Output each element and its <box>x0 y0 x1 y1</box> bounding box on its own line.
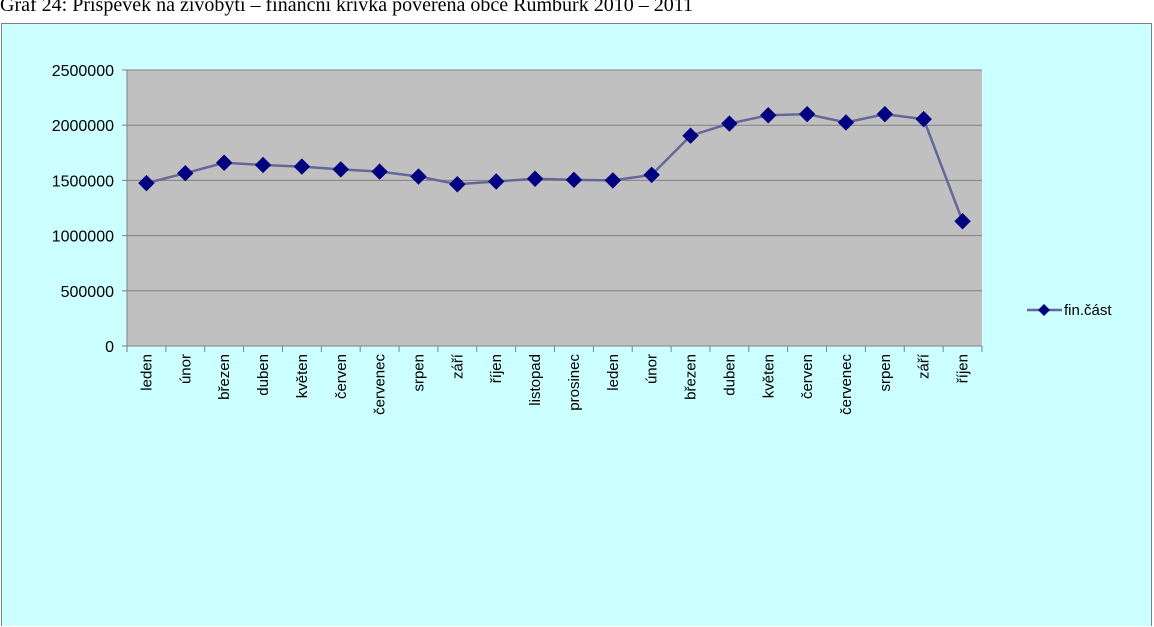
data-point <box>682 127 699 144</box>
y-tick-label: 0 <box>105 339 114 356</box>
data-point <box>177 165 194 182</box>
x-tick-label: leden <box>605 354 622 391</box>
data-point <box>837 114 855 131</box>
y-axis-ticks: 0 500000 1000000 1500000 2000000 2500000 <box>52 63 127 356</box>
y-tick-label: 500000 <box>61 284 114 301</box>
data-point <box>643 166 660 184</box>
x-tick-label: září <box>916 353 933 379</box>
x-tick-label: březen <box>683 354 700 400</box>
x-tick-label: říjen <box>955 354 972 383</box>
data-point <box>254 156 272 174</box>
x-tick-label: červen <box>799 354 816 399</box>
y-tick-label: 1000000 <box>52 229 114 246</box>
data-point <box>798 105 816 123</box>
data-point <box>604 172 622 189</box>
data-point <box>721 115 738 132</box>
x-tick-label: duben <box>721 354 738 396</box>
data-point <box>526 170 544 187</box>
x-tick-label: srpen <box>877 354 894 392</box>
line-chart: 0 500000 1000000 1500000 2000000 2500000 lede… <box>52 63 1113 415</box>
data-point <box>760 107 777 124</box>
x-tick-label: únor <box>644 354 661 384</box>
data-point <box>915 110 932 128</box>
y-tick-label: 2500000 <box>52 63 114 80</box>
x-axis-ticks: leden únor březen duben květen červen červenec… <box>126 346 983 415</box>
series-line <box>146 112 964 222</box>
x-tick-label: říjen <box>488 354 505 383</box>
chart-area: 0 500000 1000000 1500000 2000000 2500000 lede… <box>1 23 1152 626</box>
x-tick-label: květen <box>760 354 777 398</box>
x-tick-label: srpen <box>410 354 427 392</box>
y-tick-label: 1500000 <box>52 173 114 190</box>
x-tick-label: únor <box>177 354 194 384</box>
x-tick-label: červen <box>333 354 350 399</box>
x-tick-label: listopad <box>527 354 544 406</box>
data-point <box>293 158 311 175</box>
legend: fin.část <box>1027 302 1112 319</box>
data-point <box>215 154 233 171</box>
x-tick-label: březen <box>216 354 233 400</box>
plot-area <box>127 70 982 346</box>
data-point <box>487 173 505 190</box>
x-tick-label: červenec <box>838 354 855 415</box>
series-layer <box>138 105 971 230</box>
x-tick-label: září <box>449 353 466 379</box>
data-point <box>565 171 583 189</box>
x-tick-label: duben <box>255 354 272 396</box>
y-tick-label: 2000000 <box>52 118 114 135</box>
data-point <box>410 168 427 185</box>
legend-marker <box>1038 304 1050 316</box>
data-point <box>138 174 155 192</box>
x-tick-label: červenec <box>372 354 389 415</box>
x-tick-label: květen <box>294 354 311 398</box>
legend-label: fin.část <box>1064 302 1112 319</box>
data-point <box>449 176 466 193</box>
data-point <box>876 105 894 123</box>
page-title: Graf 24: Příspěvek na živobytí – finančn… <box>0 0 693 16</box>
data-point <box>332 161 349 178</box>
data-point <box>371 163 388 180</box>
x-tick-label: leden <box>138 354 155 391</box>
x-tick-label: prosinec <box>566 354 583 411</box>
data-point <box>954 213 971 230</box>
